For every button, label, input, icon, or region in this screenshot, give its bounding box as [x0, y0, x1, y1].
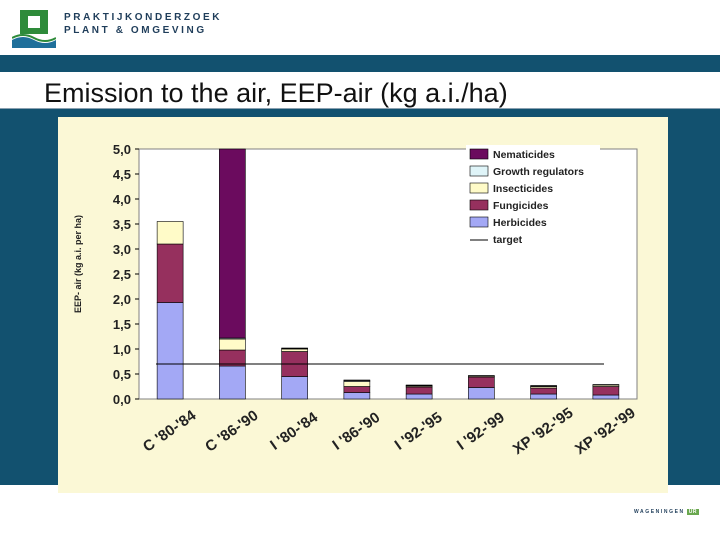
bar-segment: [343, 386, 371, 393]
legend-label: Fungicides: [493, 200, 549, 212]
y-tick-label: 3,0: [113, 242, 131, 257]
bar-segment: [156, 302, 184, 400]
bar-segment: [468, 387, 495, 400]
org-line-2: PLANT & OMGEVING: [64, 25, 207, 36]
y-axis-label: EEP- air (kg a.i. per ha): [73, 215, 83, 313]
y-tick-label: 1,0: [113, 342, 131, 357]
x-tick-label: XP '92-'95: [510, 404, 577, 458]
organization-name: PRAKTIJKONDERZOEK PLANT & OMGEVING: [64, 11, 222, 37]
wageningen-logo: WAGENINGEN UR: [634, 509, 699, 515]
y-tick-label: 3,5: [113, 217, 131, 232]
legend-swatch: [469, 182, 489, 194]
legend-label: Insecticides: [493, 183, 553, 195]
praktijkonderzoek-logo-icon: [12, 8, 56, 48]
x-tick-label: I '92-'99: [454, 409, 508, 454]
bar-segment: [219, 365, 246, 400]
y-tick-label: 0,5: [113, 367, 131, 382]
bar-segment: [405, 393, 433, 400]
legend-label: Herbicides: [493, 217, 547, 229]
y-tick-label: 4,5: [113, 167, 131, 182]
legend-label: Growth regulators: [493, 166, 584, 178]
x-tick-label: I '80-'84: [267, 409, 321, 454]
y-tick-label: 1,5: [113, 317, 131, 332]
x-tick-label: I '92-'95: [392, 409, 446, 454]
chart-legend: Nematicides Growth regulators Insecticides…: [466, 145, 600, 255]
bar-segment: [219, 148, 246, 339]
bar-segment: [530, 393, 557, 400]
bar-segment: [530, 385, 557, 387]
legend-swatch: [469, 148, 489, 160]
bar-segment: [468, 376, 495, 388]
title-bar: [0, 72, 720, 109]
legend-label: target: [493, 234, 523, 246]
bar-segment: [405, 384, 433, 386]
y-tick-label: 5,0: [113, 142, 131, 157]
bar-segment: [281, 376, 308, 400]
footer-brand: WAGENINGEN: [634, 509, 685, 515]
legend-swatch: [469, 199, 489, 211]
x-tick-label: I '86-'90: [329, 409, 383, 454]
legend-box: [466, 145, 600, 255]
bar-segment: [343, 392, 371, 400]
bar-segment: [405, 386, 433, 395]
slide-header: PRAKTIJKONDERZOEK PLANT & OMGEVING: [0, 0, 720, 55]
y-tick-label: 2,5: [113, 267, 131, 282]
bar-segment: [281, 348, 308, 352]
bar-segment: [530, 387, 557, 395]
bar-segment: [592, 386, 620, 396]
x-tick-label: XP '92-'99: [572, 404, 639, 458]
y-tick-label: 0,0: [113, 392, 131, 407]
legend-swatch: [469, 216, 489, 228]
bar-segment: [156, 243, 184, 303]
legend-swatch: [469, 165, 489, 177]
x-tick-label: C '80-'84: [140, 407, 200, 456]
bar-segment: [592, 394, 620, 400]
bar-segment: [343, 381, 371, 387]
bar-segment: [281, 347, 308, 349]
bar-segment: [219, 338, 246, 351]
stacked-bar-chart: 0,0 0,5 1,0 1,5 2,0 2,5 3,0 3,5 4,0 4,5 5,0 EEP- ai…: [73, 142, 639, 458]
slide-title: Emission to the air, EEP-air (kg a.i./ha…: [44, 78, 508, 108]
y-tick-label: 2,0: [113, 292, 131, 307]
bar-segment: [343, 379, 371, 381]
bar-segment: [468, 375, 495, 377]
bar-segment: [156, 221, 184, 245]
org-line-1: PRAKTIJKONDERZOEK: [64, 12, 223, 23]
footer-tag: UR: [686, 509, 699, 515]
y-tick-label: 4,0: [113, 192, 131, 207]
x-tick-label: C '86-'90: [202, 407, 261, 456]
legend-label: Nematicides: [493, 149, 555, 161]
bar-segment: [592, 384, 620, 386]
